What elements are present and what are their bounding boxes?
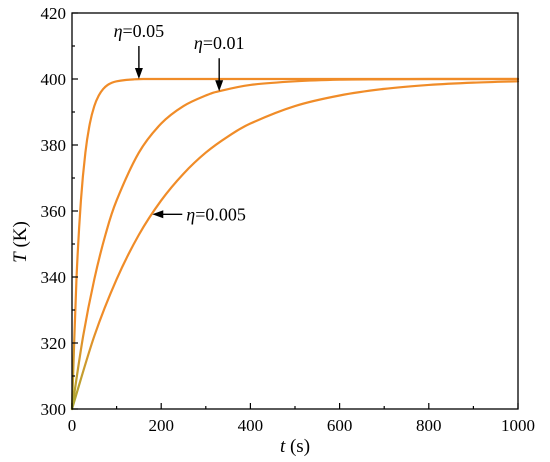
annotation-label-2: η=0.01 [194, 33, 245, 53]
annotation-arrowhead-1 [134, 68, 143, 79]
series-line-3 [70, 80, 520, 411]
y-tick-label: 340 [41, 268, 67, 287]
y-tick-label: 300 [41, 400, 67, 419]
y-tick-label: 420 [41, 4, 67, 23]
annotation-layer: η=0.05 η=0.01 η=0.005 [114, 21, 246, 224]
x-tick-label: 0 [68, 416, 77, 435]
x-tick-label: 600 [327, 416, 353, 435]
annotation-arrowhead-3 [152, 210, 164, 219]
axis-labels: t (s) T (K) [10, 221, 310, 457]
series-line-1 [70, 77, 520, 411]
axes-layer: 0 200 400 600 800 1000 300 320 340 360 380 400 420 [41, 4, 536, 435]
y-tick-label: 380 [41, 136, 67, 155]
y-axis-label: T (K) [10, 221, 31, 263]
annotation-label-1: η=0.05 [114, 21, 165, 41]
y-tick-label: 320 [41, 334, 67, 353]
x-tick-label: 200 [148, 416, 174, 435]
series-layer [70, 77, 520, 411]
y-tick-label: 360 [41, 202, 67, 221]
annotation-label-3: η=0.005 [186, 204, 246, 224]
series-line-2 [70, 77, 520, 411]
x-axis-label: t (s) [280, 436, 310, 457]
x-tick-label: 400 [238, 416, 264, 435]
x-tick-label: 1000 [501, 416, 535, 435]
y-tick-label: 400 [41, 70, 67, 89]
x-tick-label: 800 [416, 416, 442, 435]
annotation-arrowhead-2 [215, 80, 224, 92]
